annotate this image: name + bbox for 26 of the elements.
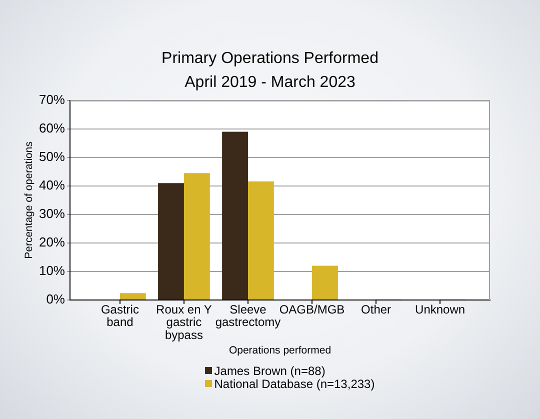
y-tick-label: 60% (38, 120, 66, 136)
x-tick-label: Gastric band (100, 302, 139, 330)
x-tick-label: Sleeve gastrectomy (215, 302, 281, 330)
y-tick-label: 10% (38, 263, 66, 278)
y-axis-title: Percentage of operations (23, 142, 36, 259)
y-tick-label: 30% (38, 206, 66, 222)
legend-label: James Brown (n=88) (214, 364, 326, 378)
legend-label: National Database (n=13,233) (214, 376, 375, 390)
chart-subtitle: April 2019 - March 2023 (184, 74, 356, 92)
y-tick-label: 50% (38, 149, 66, 164)
y-tick-label: 40% (38, 178, 66, 193)
y-tick-label: 70% (38, 92, 66, 107)
x-tick-label: Unknown (415, 302, 466, 317)
x-tick-label: OAGB/MGB (279, 302, 345, 317)
x-axis-title: Operations performed (228, 344, 332, 357)
x-tick-label: Roux en Y gastric bypass (156, 302, 212, 342)
bar (120, 293, 146, 300)
chart-title: Primary Operations Performed (162, 50, 378, 68)
bar (158, 183, 184, 300)
bar (222, 132, 248, 300)
bar (248, 181, 274, 300)
x-tick-label: Other (361, 302, 392, 317)
bar (312, 266, 338, 300)
y-tick-label: 0% (46, 292, 66, 307)
bar (184, 173, 210, 300)
y-tick-label: 20% (38, 234, 66, 250)
